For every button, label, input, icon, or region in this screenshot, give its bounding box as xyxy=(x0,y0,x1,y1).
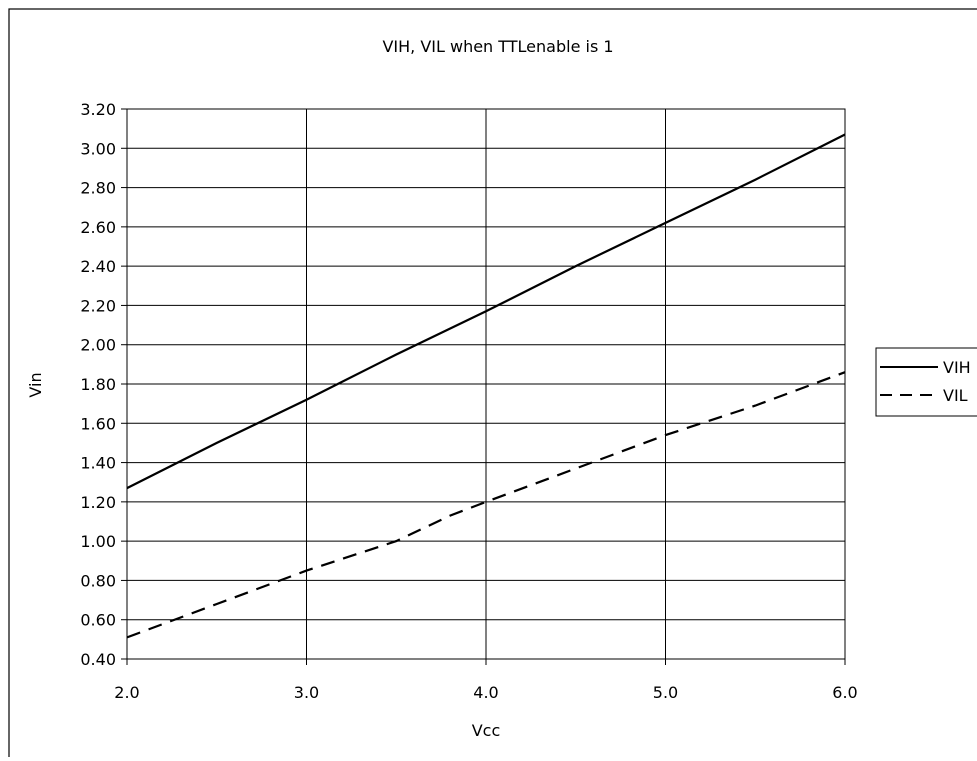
series-line-vil xyxy=(126,371,846,639)
y-tick-label: 0.80 xyxy=(80,571,116,590)
y-tick-label: 1.20 xyxy=(80,493,116,512)
legend-label-vih: VIH xyxy=(943,358,971,377)
chart-title: VIH, VIL when TTLenable is 1 xyxy=(382,37,613,56)
y-tick-label: 3.00 xyxy=(80,139,116,158)
x-tick-label: 4.0 xyxy=(473,683,498,702)
y-tick-label: 0.60 xyxy=(80,611,116,630)
y-tick-label: 1.40 xyxy=(80,454,116,473)
y-tick-label: 2.40 xyxy=(80,257,116,276)
legend-box xyxy=(875,347,977,417)
gridlines xyxy=(126,108,846,660)
series-lines xyxy=(126,133,846,639)
series-line-vih xyxy=(126,133,846,490)
plot-area xyxy=(126,108,846,660)
y-tick-label: 2.20 xyxy=(80,296,116,315)
x-tick-label: 5.0 xyxy=(653,683,678,702)
y-tick-label: 1.00 xyxy=(80,532,116,551)
chart-border xyxy=(8,8,977,761)
y-tick-label: 3.20 xyxy=(80,100,116,119)
y-tick-label: 2.00 xyxy=(80,336,116,355)
axes: 0.40 0.60 0.80 1.00 1.20 1.40 1.60 1.80 2.00 2.20… xyxy=(80,100,857,702)
y-tick-label: 1.80 xyxy=(80,375,116,394)
y-tick-label: 2.60 xyxy=(80,218,116,237)
y-tick-label: 1.60 xyxy=(80,414,116,433)
x-tick-label: 3.0 xyxy=(294,683,319,702)
x-tick-label: 6.0 xyxy=(832,683,857,702)
y-tick-label: 0.40 xyxy=(80,650,116,669)
x-axis-label: Vcc xyxy=(472,721,501,740)
x-tick-label: 2.0 xyxy=(114,683,139,702)
y-axis-label: Vin xyxy=(26,372,45,397)
legend-label-vil: VIL xyxy=(943,386,968,405)
y-tick-label: 2.80 xyxy=(80,179,116,198)
legend: VIH VIL xyxy=(875,347,977,417)
